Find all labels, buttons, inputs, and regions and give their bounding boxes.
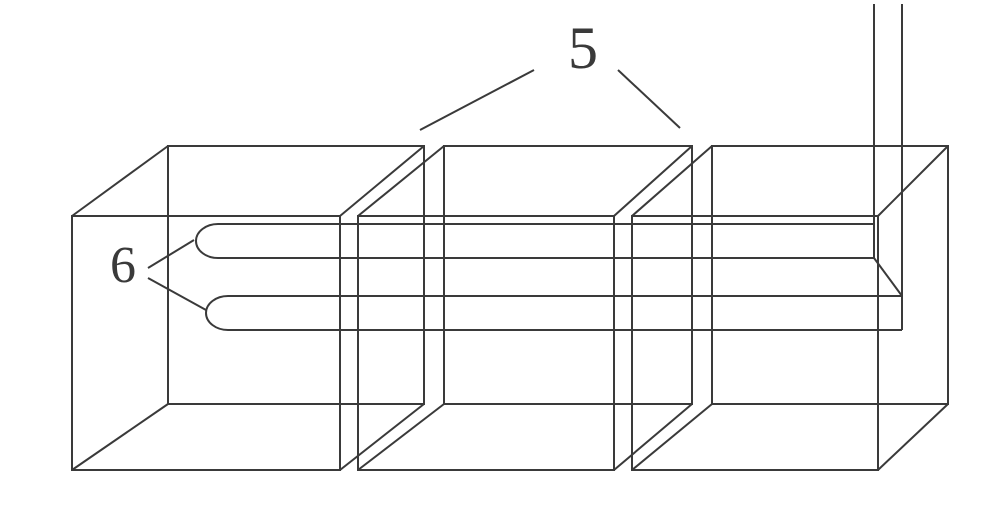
box-2-back — [444, 146, 692, 404]
box-3-back — [712, 146, 948, 404]
box-2-edge-tl — [358, 146, 444, 216]
box-3-front — [632, 216, 878, 470]
box-2-front — [358, 216, 614, 470]
box-3-edge-br — [878, 404, 948, 470]
leader-five_left — [420, 70, 534, 130]
box-3-edge-tr — [878, 146, 948, 216]
box-1-edge-tr — [340, 146, 424, 216]
leader-six_upper — [148, 240, 194, 268]
leader-six_lower — [148, 278, 206, 310]
box-3-edge-tl — [632, 146, 712, 216]
box-1-back — [168, 146, 424, 404]
label-6: 6 — [110, 237, 136, 294]
box-1-edge-bl — [72, 404, 168, 470]
box-1-edge-br — [340, 404, 424, 470]
box-2-edge-tr — [614, 146, 692, 216]
label-5: 5 — [568, 15, 598, 81]
box-1-edge-tl — [72, 146, 168, 216]
tube-lower-cap — [206, 296, 228, 330]
diagram-svg: 56 — [0, 0, 1000, 507]
box-3-edge-bl — [632, 404, 712, 470]
box-2-edge-bl — [358, 404, 444, 470]
leader-five_right — [618, 70, 680, 128]
tube-upper-cap — [196, 224, 218, 258]
box-2-edge-br — [614, 404, 692, 470]
